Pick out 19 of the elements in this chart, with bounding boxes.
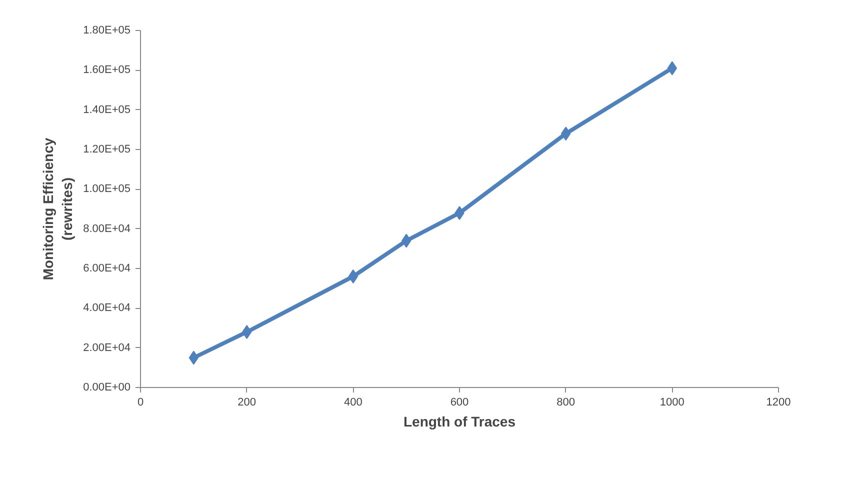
y-axis-title: Monitoring Efficiency (rewrites): [40, 138, 76, 280]
x-tick-label: 0: [137, 396, 144, 408]
y-tick-label: 0.00E+00: [83, 382, 130, 394]
x-tick-label: 1000: [660, 396, 684, 408]
y-tick-label: 1.40E+05: [83, 104, 130, 116]
y-tick-label: 1.80E+05: [83, 24, 130, 36]
y-tick-label: 6.00E+04: [83, 262, 130, 274]
y-tick-label: 1.00E+05: [83, 183, 130, 196]
x-tick-label: 800: [556, 396, 576, 408]
y-tick-label: 8.00E+04: [83, 222, 130, 235]
y-tick-label: 2.00E+04: [83, 342, 130, 354]
x-tick-label: 400: [344, 396, 362, 408]
x-tick-label: 200: [238, 396, 256, 408]
y-tick-label: 1.20E+05: [83, 144, 130, 156]
x-tick-label: 1200: [766, 396, 791, 408]
y-tick-label: 4.00E+04: [83, 302, 130, 314]
y-tick-label: 1.60E+05: [83, 64, 130, 76]
x-axis-title: Length of Traces: [403, 414, 516, 430]
x-tick-label: 600: [450, 396, 469, 408]
